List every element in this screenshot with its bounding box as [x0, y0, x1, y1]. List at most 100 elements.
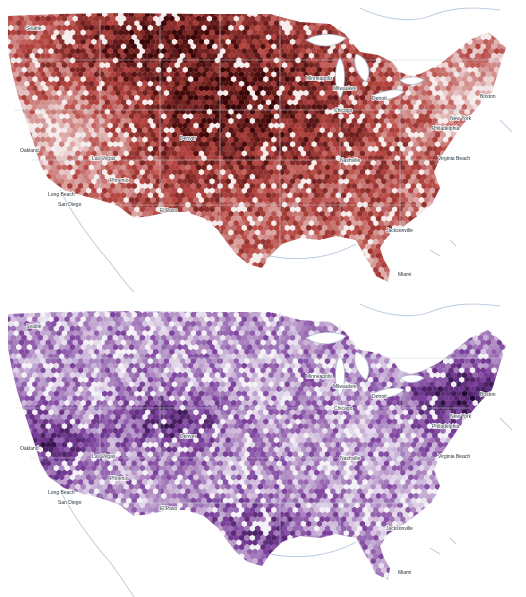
hex-bin [413, 122, 419, 129]
hex-bin [247, 2, 252, 8]
hex-bin [233, 89, 239, 97]
hex-bin [292, 155, 298, 162]
hex-bin [300, 113, 307, 120]
hex-bin [338, 141, 344, 148]
hex-bin [16, 38, 22, 45]
hex-bin [488, 38, 494, 45]
hex-bin [233, 24, 239, 31]
hex-bin [163, 173, 170, 180]
hex-bin [464, 248, 470, 255]
hex-bin [56, 6, 61, 12]
hex-bin [303, 0, 308, 3]
hex-bin [75, 57, 81, 64]
hex-bin [80, 243, 86, 250]
hex-bin [303, 127, 309, 134]
hex-bin [247, 76, 253, 83]
hex-bin [426, 210, 433, 217]
hex-bin [292, 173, 298, 180]
hex-bin [118, 94, 124, 101]
hex-bin [249, 34, 255, 41]
hex-bin [29, 182, 35, 190]
hex-bin [269, 2, 274, 8]
hex-bin [349, 20, 355, 27]
hex-bin [34, 71, 41, 78]
hex-bin [289, 20, 296, 27]
hex-bin [303, 6, 308, 12]
hex-bin [421, 43, 427, 50]
hex-bin [252, 20, 258, 27]
hex-bin [287, 182, 293, 190]
hex-bin [198, 20, 204, 27]
hex-bin [72, 80, 78, 87]
hex-bin [182, 29, 188, 36]
hex-bin [386, 13, 392, 18]
hex-bin [499, 243, 505, 250]
hex-bin [196, 62, 202, 69]
hex-bin [464, 34, 470, 41]
hex-bin [421, 89, 427, 97]
hex-bin [241, 38, 247, 45]
hex-bin [346, 71, 352, 78]
hex-bin [510, 95, 515, 101]
hex-bin [518, 99, 523, 105]
hex-bin [408, 243, 414, 250]
hex-bin [139, 29, 145, 36]
hex-bin [298, 43, 304, 50]
hex-bin [190, 71, 196, 78]
hex-bin [169, 43, 175, 50]
hex-bin [175, 6, 180, 12]
hex-bin [193, 48, 199, 55]
hex-bin [461, 169, 468, 176]
hex-bin [8, 224, 11, 231]
hex-bin [193, 2, 198, 8]
hex-bin [488, 131, 494, 138]
hex-bin [351, 24, 358, 31]
hex-bin [169, 0, 174, 3]
hex-bin [480, 15, 486, 22]
hex-bin [190, 24, 196, 31]
hex-bin [153, 127, 159, 134]
hex-bin [461, 29, 468, 36]
hex-bin [271, 0, 276, 3]
hex-bin [217, 248, 223, 255]
hex-bin [375, 141, 382, 148]
hex-bin [123, 20, 129, 27]
hex-bin [418, 103, 425, 111]
hex-bin [367, 182, 374, 190]
hex-bin [265, 136, 272, 143]
hex-bin [91, 13, 97, 18]
hex-bin [475, 155, 481, 162]
hex-bin [392, 131, 398, 138]
hex-bin [392, 2, 397, 8]
hex-bin [16, 169, 22, 176]
us-hexbin-map-red[interactable]: Seattle Minneapolis Milwaukee Detroit Ch… [0, 0, 526, 292]
hex-bin [193, 20, 199, 27]
hex-bin [260, 52, 266, 59]
hex-bin [354, 29, 360, 36]
hex-bin [225, 29, 231, 36]
hex-bin [204, 103, 210, 111]
hex-bin [206, 80, 213, 87]
hex-bin [209, 94, 215, 101]
hex-bin [0, 34, 3, 40]
hex-bin [502, 80, 506, 87]
hex-bin [308, 99, 315, 106]
hex-bin [118, 262, 124, 269]
hex-bin [59, 141, 65, 148]
hex-bin [327, 159, 333, 166]
hex-bin [375, 76, 382, 83]
hex-bin [21, 215, 27, 222]
hex-bin [485, 71, 492, 78]
hex-bin [311, 178, 317, 185]
hex-bin [18, 24, 25, 31]
hex-bin [40, 0, 45, 3]
hex-bin [241, 66, 247, 73]
hex-bin [483, 57, 489, 64]
hex-bin [81, 2, 86, 8]
hex-bin [260, 71, 266, 78]
hex-bin [214, 94, 221, 101]
hex-bin [118, 150, 124, 157]
hex-bin [343, 57, 349, 64]
hex-bin [365, 2, 370, 8]
hex-bin [456, 252, 462, 259]
